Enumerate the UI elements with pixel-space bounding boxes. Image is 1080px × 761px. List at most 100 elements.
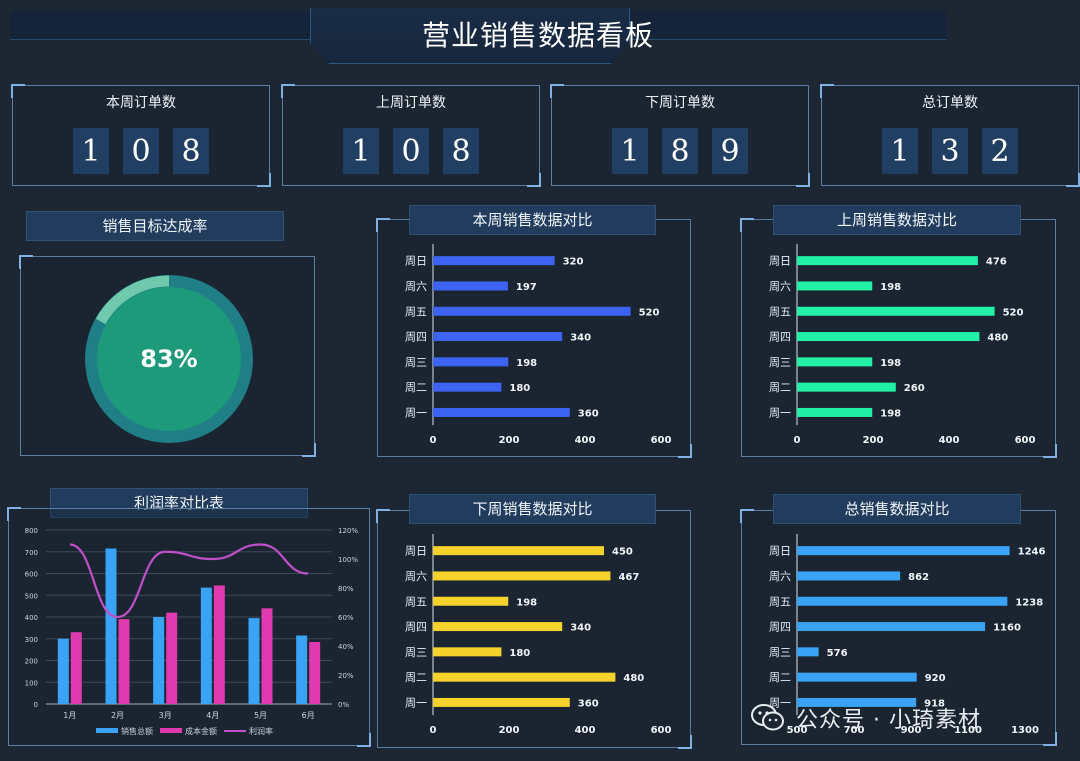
legend-label: 利润率: [249, 726, 273, 736]
x-tick-label: 600: [1015, 435, 1036, 446]
kpi-digit: 8: [443, 128, 479, 174]
bar: [433, 546, 604, 556]
bar: [433, 571, 611, 581]
data-label: 476: [986, 257, 1007, 268]
category-label: 周二: [769, 671, 791, 684]
category-label: 周三: [769, 356, 791, 369]
x-tick-label: 400: [939, 435, 960, 446]
data-label: 920: [925, 673, 946, 684]
kpi-digit: 8: [662, 128, 698, 174]
bar: [433, 281, 508, 291]
x-tick-label: 1月: [63, 711, 76, 720]
this-week-title: 本周销售数据对比: [409, 205, 656, 235]
data-label: 180: [509, 383, 530, 394]
data-label: 360: [578, 698, 599, 709]
y2-tick-label: 0%: [338, 701, 349, 709]
kpi-label: 本周订单数: [106, 95, 176, 111]
category-label: 周五: [405, 305, 427, 318]
x-tick-label: 2月: [111, 711, 124, 720]
data-label: 320: [563, 257, 584, 268]
category-label: 周一: [405, 406, 427, 419]
x-tick-label: 6月: [302, 711, 315, 720]
y-tick-label: 400: [25, 614, 38, 622]
this-week-chart: 周日 320 周六 197 周五 520 周四 340 周三 198 周二 180 周一 360 0 200 4…: [405, 244, 672, 446]
category-label: 周六: [769, 280, 791, 293]
bar: [797, 332, 980, 342]
x-tick-label: 600: [651, 435, 672, 446]
kpi-card-last-week: 上周订单数 1 0 8: [281, 84, 541, 187]
last-week-title: 上周销售数据对比: [773, 205, 1021, 235]
category-label: 周四: [769, 331, 791, 344]
bar: [296, 635, 308, 704]
legend-swatch: [96, 728, 118, 733]
kpi-card-total: 总订单数 1 3 2: [820, 84, 1080, 187]
bar: [797, 697, 917, 707]
bar: [797, 647, 819, 657]
category-label: 周三: [405, 356, 427, 369]
data-label: 198: [880, 408, 901, 419]
category-label: 周一: [405, 696, 427, 709]
category-label: 周四: [769, 621, 791, 634]
category-label: 周三: [405, 646, 427, 659]
category-label: 周五: [405, 595, 427, 608]
bar: [248, 618, 260, 704]
x-tick-label: 200: [499, 435, 520, 446]
kpi-digit: 0: [393, 128, 429, 174]
x-tick-label: 500: [787, 725, 808, 736]
x-tick-label: 700: [844, 725, 865, 736]
gauge-remaining-arc: [95, 275, 170, 325]
kpi-digit: 1: [73, 128, 109, 174]
profit-title: 利润率对比表: [50, 488, 308, 518]
data-label: 520: [639, 307, 660, 318]
bar: [433, 596, 509, 606]
bar: [797, 256, 978, 266]
kpi-digit: 8: [173, 128, 209, 174]
kpi-digit: 1: [343, 128, 379, 174]
kpi-digit: 1: [612, 128, 648, 174]
y2-tick-label: 20%: [338, 672, 354, 680]
y2-tick-label: 120%: [338, 527, 358, 535]
category-label: 周日: [405, 545, 427, 558]
data-label: 467: [618, 572, 639, 583]
kpi-digit: 1: [882, 128, 918, 174]
category-label: 周日: [769, 255, 791, 268]
watermark-text: 公众号 · 小琦素材: [796, 708, 981, 733]
profit-chart: 0 100 200 300 400 500 600 700 800 0% 20% 40% 60% 80% 1…: [25, 527, 359, 736]
bar: [105, 548, 117, 704]
x-tick-label: 5月: [254, 711, 267, 720]
data-label: 1246: [1018, 547, 1046, 558]
category-label: 周六: [769, 570, 791, 583]
x-tick-label: 400: [575, 725, 596, 736]
y-tick-label: 100: [25, 679, 38, 687]
y-tick-label: 500: [25, 592, 38, 600]
data-label: 340: [570, 623, 591, 634]
category-label: 周二: [405, 381, 427, 394]
y-tick-label: 200: [25, 658, 38, 666]
category-label: 周四: [405, 331, 427, 344]
bar: [118, 619, 130, 704]
data-label: 1238: [1015, 597, 1043, 608]
bar: [433, 647, 502, 657]
category-label: 周五: [769, 595, 791, 608]
y-tick-label: 800: [25, 527, 38, 535]
category-label: 周一: [769, 696, 791, 709]
gauge-svg: [85, 275, 253, 443]
category-label: 周三: [769, 646, 791, 659]
last-week-chart: 周日 476 周六 198 周五 520 周四 480 周三 198 周二 260 周一 198 0 200 4…: [769, 244, 1036, 446]
data-label: 480: [623, 673, 644, 684]
data-label: 1160: [993, 623, 1021, 634]
data-label: 480: [987, 333, 1008, 344]
kpi-label: 下周订单数: [645, 95, 715, 111]
x-tick-label: 4月: [206, 711, 219, 720]
data-label: 198: [880, 282, 901, 293]
completion-gauge: 83%: [84, 274, 254, 444]
bar: [797, 622, 986, 632]
data-label: 180: [509, 648, 530, 659]
next-week-chart: 周日 450 周六 467 周五 198 周四 340 周三 180 周二 480 周一 360 0 200 4…: [405, 534, 671, 736]
kpi-digit: 9: [712, 128, 748, 174]
page-title: 营业销售数据看板: [422, 19, 655, 52]
x-tick-label: 0: [430, 725, 437, 736]
data-label: 340: [570, 333, 591, 344]
legend-label: 成本金额: [185, 726, 217, 736]
gauge-inner-disc: [97, 287, 241, 431]
